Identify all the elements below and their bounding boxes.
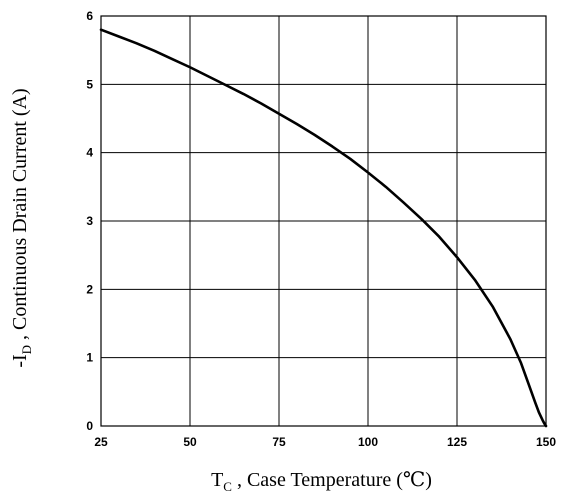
x-tick-label-4: 125	[447, 435, 467, 449]
series-layer	[99, 28, 548, 428]
y-axis-ticks: 0 1 2 3 4 5 6	[86, 9, 93, 433]
series-line-0	[99, 28, 548, 428]
x-axis-label: TC , Case Temperature (℃)	[211, 469, 432, 492]
x-tick-label-5: 150	[536, 435, 556, 449]
y-tick-label-4: 4	[86, 146, 93, 160]
y-axis-label: -ID , Continuous Drain Current (A)	[9, 88, 34, 367]
grid	[100, 15, 547, 427]
y-tick-label-6: 6	[86, 9, 93, 23]
x-axis-ticks: 25 50 75 100 125 150	[94, 435, 556, 449]
y-tick-label-5: 5	[86, 77, 93, 91]
x-tick-label-2: 75	[272, 435, 286, 449]
x-tick-label-0: 25	[94, 435, 108, 449]
y-tick-label-2: 2	[86, 282, 93, 296]
x-tick-label-3: 100	[358, 435, 378, 449]
x-tick-label-1: 50	[183, 435, 197, 449]
y-tick-label-0: 0	[86, 419, 93, 433]
y-tick-label-3: 3	[86, 214, 93, 228]
y-tick-label-1: 1	[86, 351, 93, 365]
plot-frame	[100, 15, 547, 427]
